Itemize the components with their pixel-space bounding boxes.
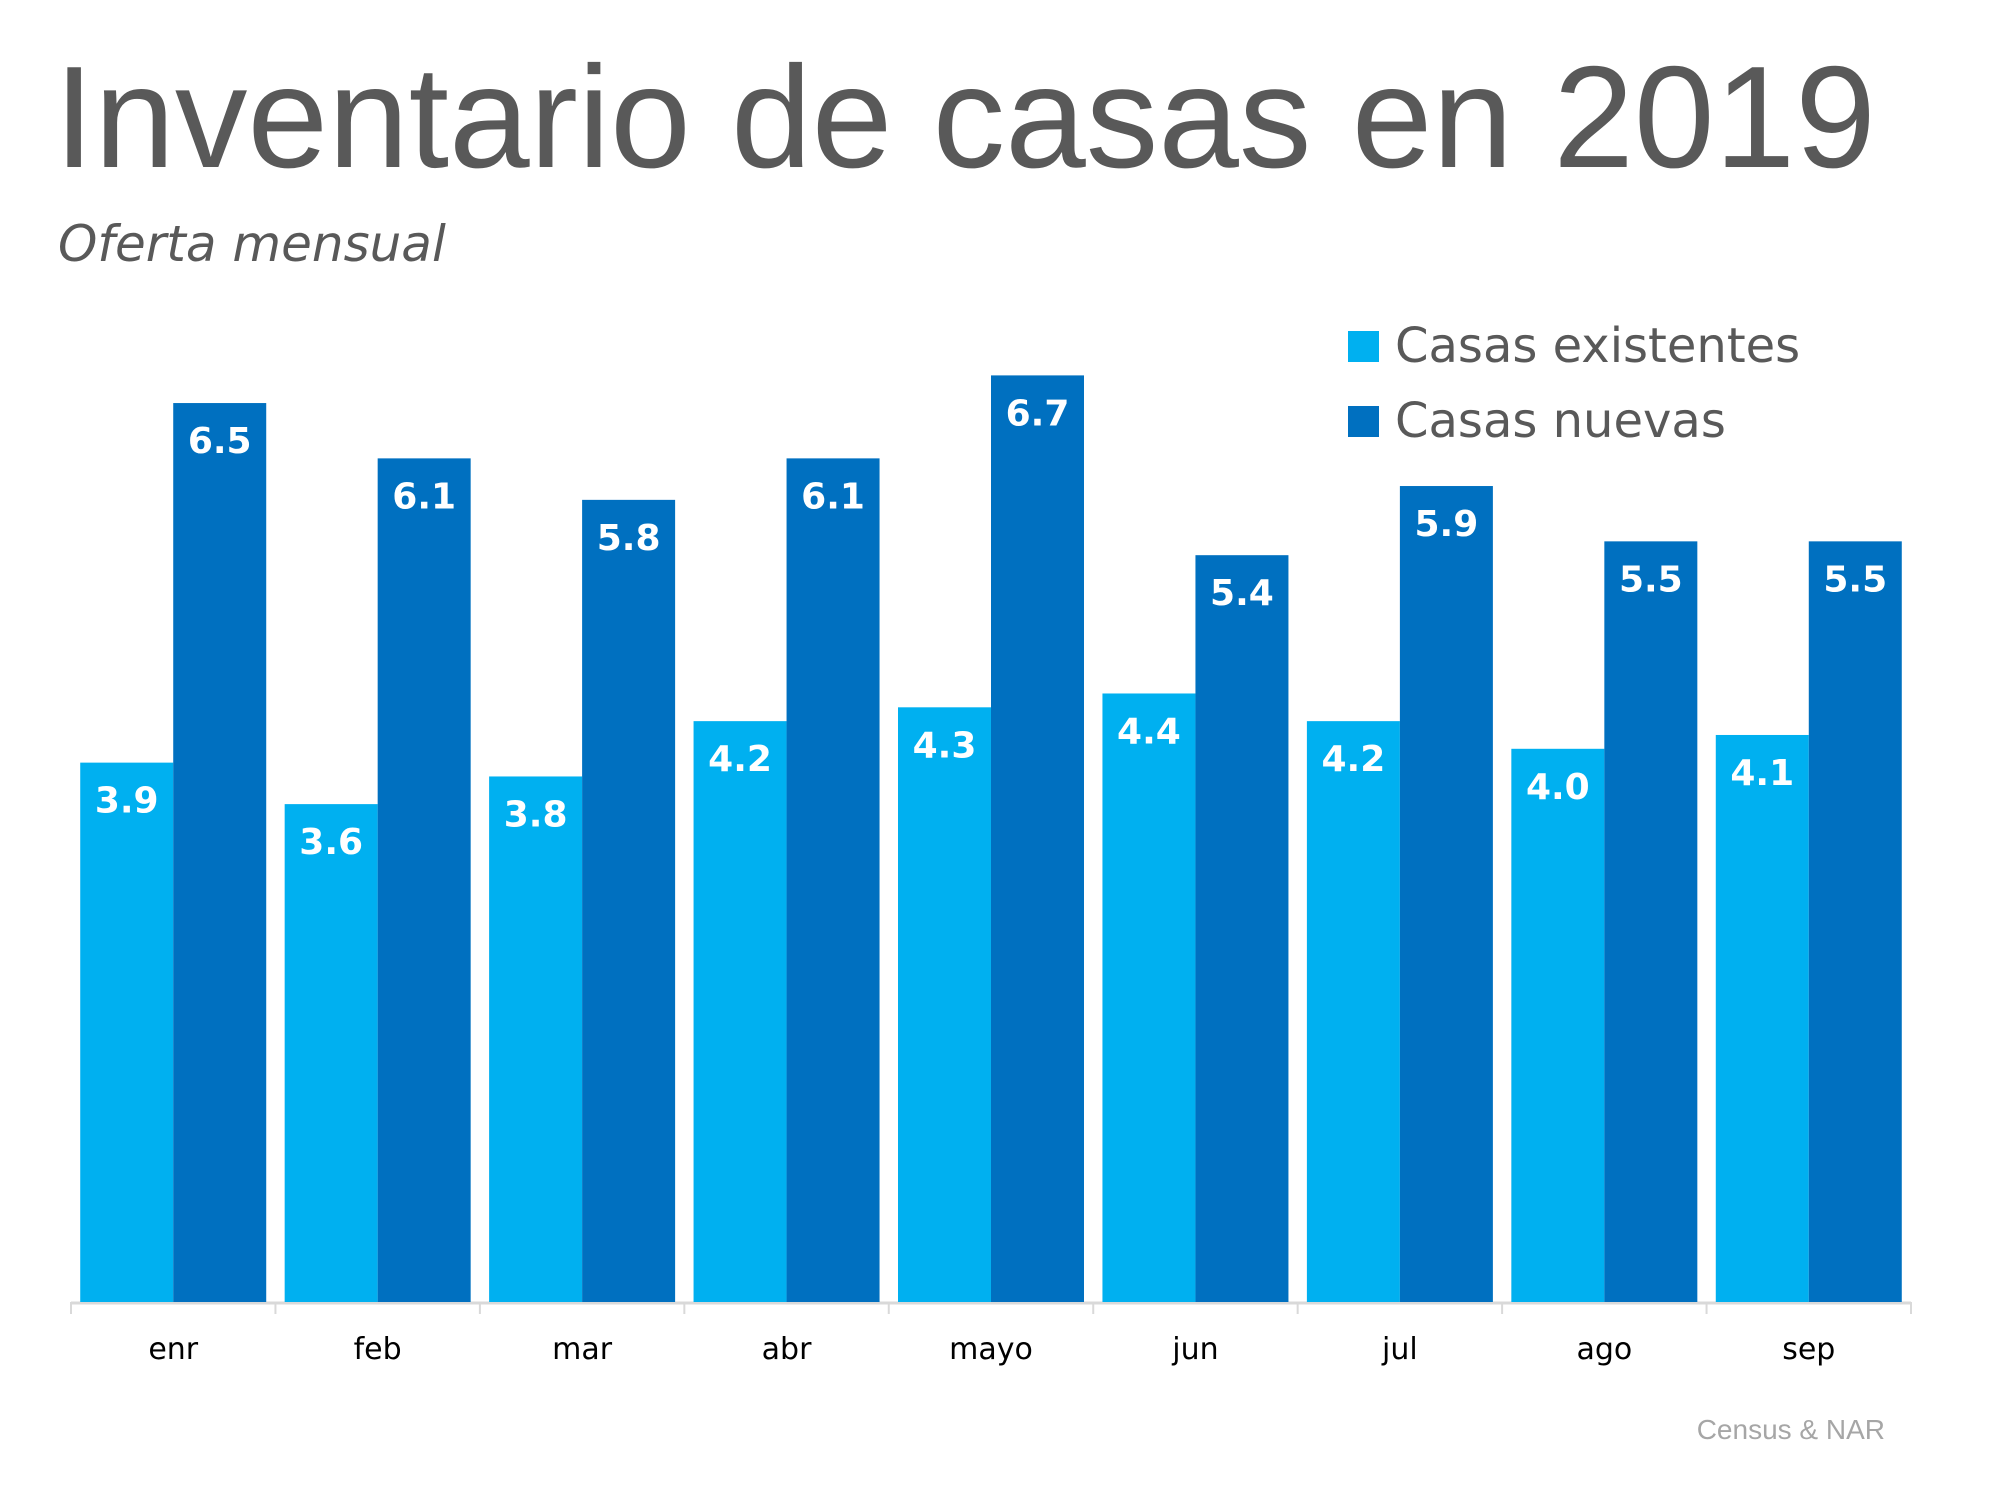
bar-existing-mayo xyxy=(898,707,991,1302)
bar-new-ago xyxy=(1604,541,1698,1302)
bar-existing-jul xyxy=(1306,721,1400,1302)
data-label: 4.1 xyxy=(1730,753,1794,794)
data-label: 6.1 xyxy=(392,476,456,517)
data-label: 3.6 xyxy=(299,822,363,863)
x-tick-label: feb xyxy=(354,1332,402,1367)
bar-new-mayo xyxy=(991,375,1084,1302)
bar-new-enr xyxy=(173,403,267,1302)
bar-new-jul xyxy=(1399,486,1493,1302)
legend-item-existing: Casas existentes xyxy=(1348,318,1800,374)
bar-existing-ago xyxy=(1511,748,1605,1302)
x-tick-label: mar xyxy=(552,1332,613,1367)
x-tick-label: abr xyxy=(762,1332,812,1367)
data-label: 5.8 xyxy=(597,518,661,559)
legend-swatch-new xyxy=(1348,405,1379,437)
x-tick-label: ago xyxy=(1576,1332,1632,1367)
source-note: Census & NAR xyxy=(1696,1414,1885,1445)
bar-existing-abr xyxy=(693,721,787,1302)
data-label: 3.8 xyxy=(504,794,568,835)
data-label: 5.9 xyxy=(1414,504,1478,545)
bar-new-jun xyxy=(1195,555,1289,1302)
x-tick-label: sep xyxy=(1782,1332,1835,1367)
x-tick-label: enr xyxy=(148,1332,198,1367)
bar-new-mar xyxy=(582,499,676,1302)
data-label: 6.5 xyxy=(188,421,252,462)
legend-swatch-existing xyxy=(1348,330,1379,362)
bar-new-sep xyxy=(1808,541,1902,1302)
x-tick-label: jun xyxy=(1171,1332,1218,1367)
legend-label-existing: Casas existentes xyxy=(1395,318,1801,374)
bar-existing-enr xyxy=(80,762,174,1302)
bar-existing-mar xyxy=(489,776,583,1302)
data-label: 6.1 xyxy=(801,476,865,517)
data-label: 4.2 xyxy=(1321,739,1385,780)
bar-existing-feb xyxy=(284,804,378,1302)
data-label: 5.5 xyxy=(1823,559,1887,600)
bar-existing-sep xyxy=(1715,734,1809,1302)
data-label: 4.3 xyxy=(913,725,977,766)
data-label: 6.7 xyxy=(1006,393,1070,434)
x-tick-label: mayo xyxy=(949,1332,1033,1367)
bar-existing-jun xyxy=(1102,693,1196,1302)
legend-item-new: Casas nuevas xyxy=(1348,393,1726,449)
bar-new-feb xyxy=(377,458,471,1302)
data-label: 5.5 xyxy=(1619,559,1683,600)
data-label: 5.4 xyxy=(1210,573,1274,614)
chart-subtitle: Oferta mensual xyxy=(58,215,446,273)
data-label: 4.2 xyxy=(708,739,772,780)
data-label: 3.9 xyxy=(95,781,159,822)
legend-label-new: Casas nuevas xyxy=(1395,393,1726,449)
bar-new-abr xyxy=(786,458,880,1302)
x-tick-label: jul xyxy=(1381,1332,1418,1367)
chart-title: Inventario de casas en 2019 xyxy=(54,36,1876,198)
data-label: 4.4 xyxy=(1117,711,1181,752)
data-label: 4.0 xyxy=(1526,767,1590,808)
